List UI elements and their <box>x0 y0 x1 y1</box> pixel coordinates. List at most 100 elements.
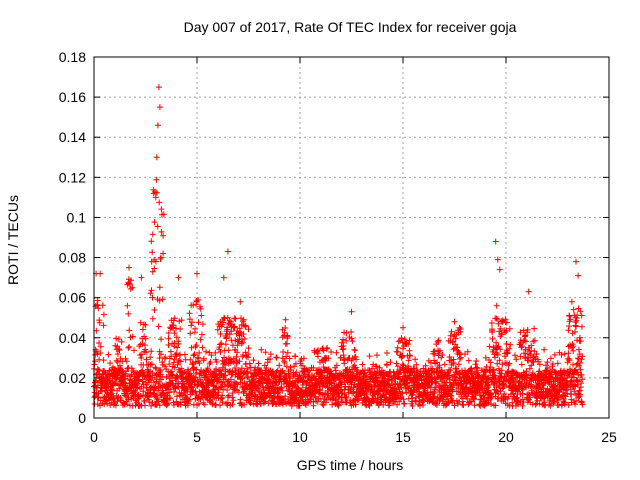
data-point <box>194 270 200 277</box>
data-point <box>310 364 317 371</box>
data-point <box>528 362 535 369</box>
data-point <box>325 355 332 362</box>
data-point <box>168 368 175 375</box>
data-point <box>195 296 202 303</box>
data-point <box>235 389 242 396</box>
data-point <box>353 356 360 363</box>
data-point <box>156 284 163 291</box>
data-point <box>484 375 491 382</box>
data-point <box>410 389 417 396</box>
data-point <box>492 238 499 245</box>
data-point <box>492 374 499 381</box>
data-point <box>247 400 254 407</box>
data-point <box>97 350 104 356</box>
data-point <box>348 329 355 335</box>
data-point <box>400 345 406 352</box>
data-point <box>373 363 380 370</box>
data-point <box>577 366 584 373</box>
data-point <box>387 359 394 366</box>
data-point <box>489 329 496 336</box>
data-point <box>300 355 307 362</box>
data-point <box>171 356 178 363</box>
data-point <box>149 231 156 238</box>
data-point <box>244 365 250 372</box>
data-point <box>229 390 236 397</box>
data-point <box>378 398 385 405</box>
data-point <box>431 351 438 358</box>
data-point <box>464 348 471 355</box>
data-point <box>369 365 376 372</box>
data-point <box>222 383 228 390</box>
data-point <box>241 401 248 408</box>
data-point <box>449 386 456 393</box>
data-point <box>148 348 155 355</box>
data-point <box>153 154 160 161</box>
data-point <box>340 343 347 349</box>
data-point <box>115 336 122 343</box>
data-point <box>173 334 180 341</box>
data-point <box>139 326 146 333</box>
data-point <box>501 391 508 397</box>
data-point <box>436 347 443 354</box>
data-point <box>189 361 196 368</box>
data-point <box>445 399 452 406</box>
data-point <box>570 306 577 313</box>
data-point <box>490 366 497 373</box>
data-point <box>125 344 132 351</box>
data-point <box>114 359 121 365</box>
data-point <box>577 308 584 315</box>
data-point <box>190 302 197 309</box>
data-point <box>502 329 509 336</box>
data-point <box>383 361 390 368</box>
data-point <box>283 363 290 370</box>
data-point <box>233 353 240 360</box>
data-point <box>296 402 303 409</box>
data-point <box>145 394 152 400</box>
data-point <box>496 357 503 364</box>
data-point <box>133 381 140 388</box>
data-point <box>165 335 172 342</box>
data-point <box>341 360 348 367</box>
data-point <box>127 285 134 292</box>
data-point <box>125 310 132 317</box>
data-point <box>343 330 350 336</box>
data-point <box>526 365 533 372</box>
data-point <box>193 366 200 373</box>
data-point <box>475 372 482 379</box>
x-axis-label: GPS time / hours <box>297 457 404 473</box>
data-point <box>466 399 473 406</box>
data-point <box>401 400 408 407</box>
x-axis-ticks: 0 5 10 15 20 25 <box>90 57 617 445</box>
data-point <box>189 360 196 366</box>
data-point <box>577 338 584 345</box>
data-point <box>155 323 162 330</box>
data-point <box>506 325 513 332</box>
data-point <box>191 351 198 358</box>
data-point <box>214 326 221 333</box>
data-point <box>142 342 148 349</box>
data-point <box>275 389 281 396</box>
data-point <box>451 402 458 409</box>
data-point <box>452 335 459 342</box>
x-tick-label: 25 <box>601 429 617 445</box>
data-point <box>245 354 251 361</box>
data-point <box>503 341 510 347</box>
data-point <box>353 366 360 373</box>
data-point <box>284 333 291 340</box>
data-point <box>405 341 412 348</box>
data-point <box>522 332 529 339</box>
data-point <box>224 248 231 255</box>
data-point <box>112 402 119 409</box>
data-point <box>509 375 516 382</box>
data-point <box>497 346 504 353</box>
data-point <box>173 350 180 357</box>
data-point <box>210 382 217 389</box>
data-point <box>142 321 149 328</box>
data-point <box>406 383 413 389</box>
data-point <box>280 349 287 355</box>
data-point <box>348 357 355 364</box>
data-point <box>502 316 509 323</box>
data-point <box>143 349 150 356</box>
data-point <box>498 330 505 337</box>
x-tick-label: 0 <box>90 429 98 445</box>
